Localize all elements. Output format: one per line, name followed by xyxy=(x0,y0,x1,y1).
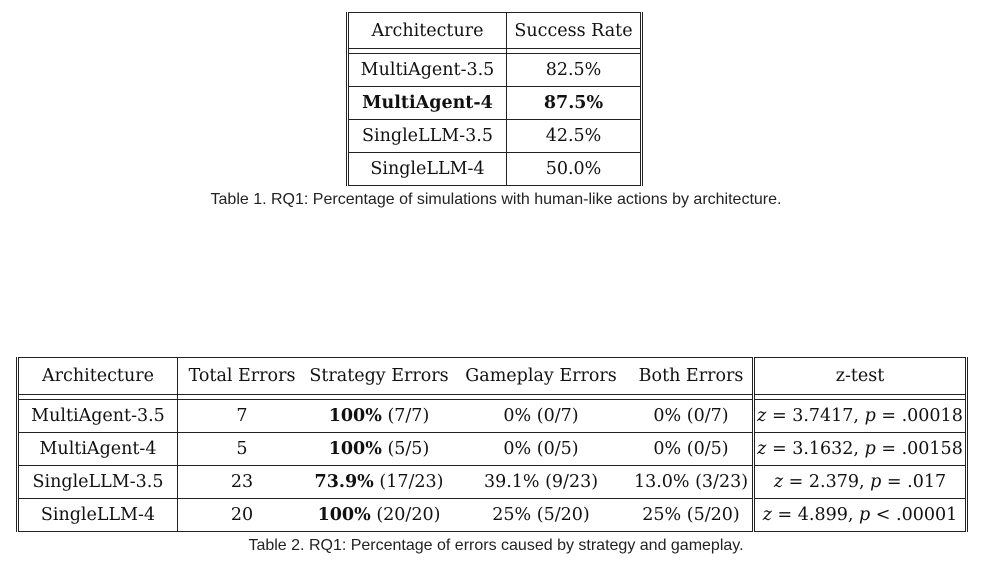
p-op: = xyxy=(886,472,902,492)
table-2-gameplay-cell: 0% (0/5) xyxy=(452,432,630,466)
strategy-frac: (5/5) xyxy=(387,439,430,459)
table-row: SingleLLM-3.5 42.5% xyxy=(346,119,643,153)
p-value: .00001 xyxy=(896,505,958,525)
table-1-arch-cell: SingleLLM-3.5 xyxy=(346,119,507,153)
strategy-frac: (7/7) xyxy=(387,406,430,426)
table-row: SingleLLM-3.5 23 73.9% (17/23) 39.1% (9/… xyxy=(16,465,968,499)
table-1-arch-cell: MultiAgent-3.5 xyxy=(346,53,507,87)
table-2-ztest-cell: z = 3.7417, p = .00018 xyxy=(753,399,968,433)
table-row: MultiAgent-4 87.5% xyxy=(346,86,643,120)
strategy-pct: 100% xyxy=(328,439,382,459)
table-2-ztest-cell: z = 3.1632, p = .00158 xyxy=(753,432,968,466)
strategy-pct: 73.9% xyxy=(314,472,374,492)
table-1-arch-bold: MultiAgent-4 xyxy=(362,93,493,113)
table-2-both-cell: 25% (5/20) xyxy=(630,498,755,532)
table-2-header-both-errors: Both Errors xyxy=(630,357,755,395)
table-2-strategy-cell: 100% (5/5) xyxy=(306,432,452,466)
table-1-header-row: Architecture Success Rate xyxy=(346,12,643,49)
table-2-total-cell: 20 xyxy=(177,498,306,532)
table-2-arch-cell: MultiAgent-3.5 xyxy=(16,399,178,433)
table-1-header-success-rate: Success Rate xyxy=(506,12,643,49)
table-2-arch-cell: SingleLLM-4 xyxy=(16,498,178,532)
table-2-header-architecture: Architecture xyxy=(16,357,178,395)
table-2-strategy-cell: 100% (7/7) xyxy=(306,399,452,433)
table-2-gameplay-cell: 39.1% (9/23) xyxy=(452,465,630,499)
table-2-header-z-test: z-test xyxy=(753,357,968,395)
strategy-pct: 100% xyxy=(317,505,371,525)
table-2-caption: Table 2. RQ1: Percentage of errors cause… xyxy=(248,537,744,554)
table-2-header-row: Architecture Total Errors Strategy Error… xyxy=(16,357,968,395)
p-op: = xyxy=(881,439,897,459)
table-1-rate-cell: 82.5% xyxy=(506,53,643,87)
table-1-rate-bold: 87.5% xyxy=(543,93,604,113)
table-row: MultiAgent-4 5 100% (5/5) 0% (0/5) 0% (0… xyxy=(16,432,968,466)
table-2-total-cell: 5 xyxy=(177,432,306,466)
table-2-both-cell: 0% (0/7) xyxy=(630,399,755,433)
strategy-frac: (20/20) xyxy=(376,505,441,525)
table-2-gameplay-cell: 0% (0/7) xyxy=(452,399,630,433)
p-op: < xyxy=(875,505,891,525)
p-value: .00158 xyxy=(901,439,963,459)
table-2-strategy-cell: 100% (20/20) xyxy=(306,498,452,532)
table-1-rate-cell: 42.5% xyxy=(506,119,643,153)
table-2-arch-cell: SingleLLM-3.5 xyxy=(16,465,178,499)
table-2-total-cell: 23 xyxy=(177,465,306,499)
table-2-strategy-cell: 73.9% (17/23) xyxy=(306,465,452,499)
table-row: SingleLLM-4 50.0% xyxy=(346,152,643,186)
table-2-gameplay-cell: 25% (5/20) xyxy=(452,498,630,532)
table-2-header-gameplay-errors: Gameplay Errors xyxy=(452,357,630,395)
table-2: Architecture Total Errors Strategy Error… xyxy=(16,357,968,532)
table-2-header-strategy-errors: Strategy Errors xyxy=(306,357,452,395)
p-op: = xyxy=(881,406,897,426)
strategy-pct: 100% xyxy=(328,406,382,426)
table-2-both-cell: 13.0% (3/23) xyxy=(630,465,755,499)
table-1-rate-cell: 87.5% xyxy=(506,86,643,120)
table-1-arch-cell: SingleLLM-4 xyxy=(346,152,507,186)
table-2-ztest-cell: z = 4.899, p < .00001 xyxy=(753,498,968,532)
table-1-caption: Table 1. RQ1: Percentage of simulations … xyxy=(210,191,782,208)
table-2-header-total-errors: Total Errors xyxy=(177,357,306,395)
p-value: .00018 xyxy=(901,406,963,426)
strategy-frac: (17/23) xyxy=(379,472,444,492)
z-value: 4.899 xyxy=(797,505,848,525)
table-1-rate-cell: 50.0% xyxy=(506,152,643,186)
table-1-header-architecture: Architecture xyxy=(346,12,507,49)
table-row: MultiAgent-3.5 7 100% (7/7) 0% (0/7) 0% … xyxy=(16,399,968,433)
z-value: 2.379 xyxy=(808,472,859,492)
table-1-arch-cell: MultiAgent-4 xyxy=(346,86,507,120)
p-value: .017 xyxy=(907,472,947,492)
table-row: SingleLLM-4 20 100% (20/20) 25% (5/20) 2… xyxy=(16,498,968,532)
table-2-total-cell: 7 xyxy=(177,399,306,433)
z-value: 3.1632 xyxy=(792,439,854,459)
z-value: 3.7417 xyxy=(792,406,854,426)
table-1: Architecture Success Rate MultiAgent-3.5… xyxy=(346,12,643,186)
table-2-ztest-cell: z = 2.379, p = .017 xyxy=(753,465,968,499)
table-2-arch-cell: MultiAgent-4 xyxy=(16,432,178,466)
table-2-both-cell: 0% (0/5) xyxy=(630,432,755,466)
table-row: MultiAgent-3.5 82.5% xyxy=(346,53,643,87)
